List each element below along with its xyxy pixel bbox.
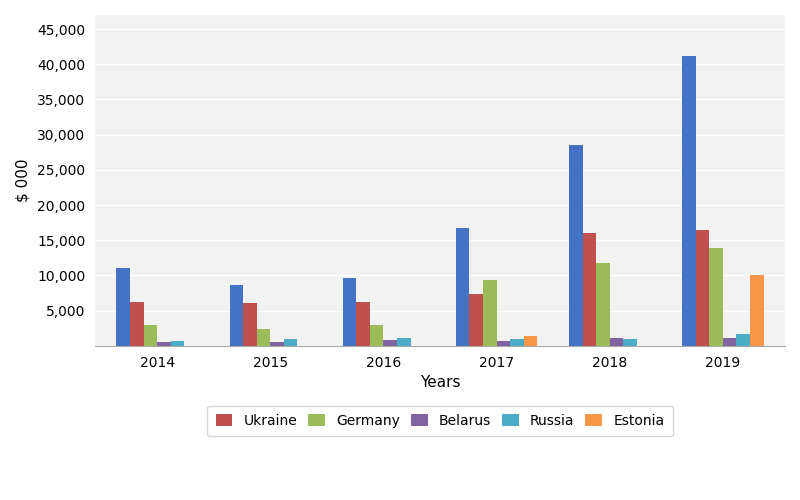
Bar <box>284 340 298 346</box>
Bar <box>596 262 610 346</box>
Bar <box>143 324 157 346</box>
Bar <box>397 338 410 346</box>
Bar <box>710 248 722 346</box>
Bar <box>456 228 470 346</box>
Bar <box>696 230 710 346</box>
Bar <box>370 326 383 346</box>
Bar <box>569 145 582 346</box>
Y-axis label: $ 000: $ 000 <box>15 158 30 202</box>
Bar <box>157 342 170 346</box>
Bar <box>170 341 184 346</box>
Bar <box>722 338 736 346</box>
Legend: Ukraine, Germany, Belarus, Russia, Estonia: Ukraine, Germany, Belarus, Russia, Eston… <box>207 406 673 436</box>
Bar <box>610 338 623 346</box>
Bar <box>383 340 397 346</box>
X-axis label: Years: Years <box>420 375 460 390</box>
Bar <box>524 336 538 346</box>
Bar <box>750 274 763 346</box>
Bar <box>483 280 497 346</box>
Bar <box>682 56 696 346</box>
Bar <box>342 278 356 346</box>
Bar <box>257 329 270 346</box>
Bar <box>130 302 143 346</box>
Bar <box>736 334 750 346</box>
Bar <box>582 233 596 346</box>
Bar <box>117 268 130 346</box>
Bar <box>497 341 510 346</box>
Bar <box>470 294 483 346</box>
Bar <box>230 284 243 346</box>
Bar <box>623 339 637 346</box>
Bar <box>510 339 524 346</box>
Bar <box>356 302 370 346</box>
Bar <box>270 342 284 346</box>
Bar <box>243 303 257 346</box>
